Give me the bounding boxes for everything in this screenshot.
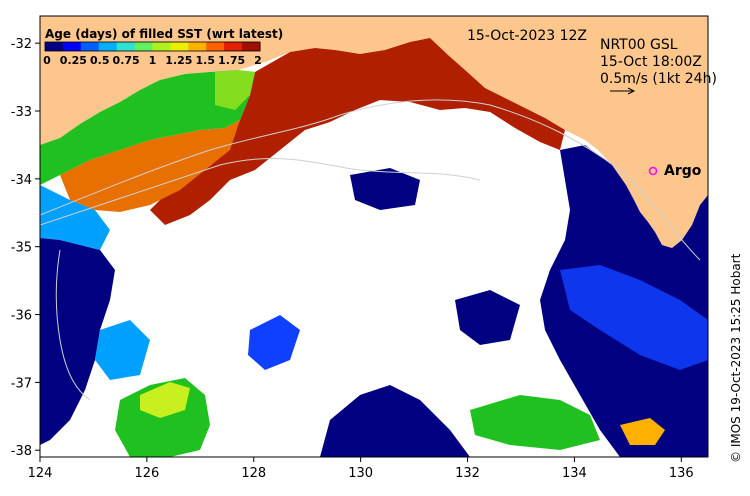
- sst-patch-navy-2: [455, 290, 520, 345]
- colorbar-tick-label: 0.25: [60, 54, 87, 67]
- sst-patch-south-blue: [248, 315, 300, 370]
- x-tick-label: 130: [348, 466, 373, 481]
- sst-patch-sky-west: [95, 320, 150, 380]
- colorbar-swatch: [98, 42, 118, 51]
- colorbar-tick-label: 1.75: [218, 54, 245, 67]
- current-scale-arrowhead-icon: [627, 87, 636, 95]
- y-axis: -32 -33 -34 -35 -36 -37 -38: [11, 37, 40, 459]
- isobath-contour: [40, 99, 701, 261]
- colorbar-swatch: [152, 42, 171, 51]
- plot-frame: [39, 15, 709, 458]
- colorbar-tick-label: 1.25: [165, 54, 192, 67]
- argo-float-marker: [648, 166, 658, 176]
- colorbar-tick-label: 1: [149, 54, 157, 67]
- colorbar-ticks: 0 0.25 0.5 0.75 1 1.25 1.5 1.75 2: [43, 54, 262, 67]
- map-plot-area: [40, 16, 708, 457]
- colorbar-swatch: [188, 42, 207, 51]
- date-label: 15-Oct-2023 12Z: [467, 28, 587, 44]
- current-label-line1: NRT00 GSL: [600, 37, 678, 53]
- sst-age-0-5-band: [40, 185, 110, 250]
- colorbar-tick-label: 0: [43, 54, 51, 67]
- sst-patch-central-navy: [350, 168, 420, 210]
- colorbar-frame: [44, 41, 261, 52]
- sst-patch-south-navy: [320, 385, 470, 457]
- colorbar-tick-label: 0.5: [90, 54, 110, 67]
- sst-age-0-west: [40, 238, 115, 445]
- x-tick-label: 134: [562, 466, 587, 481]
- sst-age-0-east-blue: [560, 265, 708, 370]
- x-tick-label: 136: [669, 466, 694, 481]
- isobath-contour-3: [55, 249, 91, 401]
- current-label-line3: 0.5m/s (1kt 24h): [600, 71, 717, 87]
- colorbar-title: Age (days) of filled SST (wrt latest): [45, 27, 283, 41]
- y-tick-label: -38: [11, 444, 32, 459]
- x-axis: 124 126 128 130 132 134 136: [28, 457, 694, 481]
- colorbar-swatch: [116, 42, 136, 51]
- sst-patch-south-green: [470, 395, 600, 450]
- y-tick-label: -32: [11, 37, 32, 52]
- colorbar-tick-label: 1.5: [196, 54, 216, 67]
- current-legend: NRT00 GSL 15-Oct 18:00Z 0.5m/s (1kt 24h): [600, 37, 717, 95]
- colorbar-tick-label: 2: [254, 54, 262, 67]
- colorbar-swatches: [45, 42, 261, 51]
- sst-age-1-band: [40, 70, 255, 185]
- y-tick-label: -37: [11, 376, 32, 391]
- colorbar-swatch: [62, 42, 82, 51]
- colorbar-swatch: [170, 42, 189, 51]
- colorbar-tick-label: 0.75: [113, 54, 140, 67]
- y-tick-label: -34: [11, 173, 32, 188]
- x-tick-label: 132: [455, 466, 480, 481]
- sst-age-2-band: [150, 38, 565, 225]
- credit-label: © IMOS 19-Oct-2023 15:25 Hobart: [729, 253, 743, 463]
- colorbar-swatch: [134, 42, 153, 51]
- argo-label: Argo: [664, 163, 702, 179]
- x-tick-label: 126: [134, 466, 159, 481]
- sst-patch-southwest-lime: [140, 382, 190, 418]
- colorbar-swatch: [45, 42, 64, 51]
- colorbar-swatch: [206, 42, 225, 51]
- colorbar-swatch: [242, 42, 261, 51]
- y-tick-label: -33: [11, 105, 32, 120]
- colorbar-swatch: [224, 42, 243, 51]
- isobath-contour-2: [40, 158, 481, 226]
- sst-patch-orange-south: [620, 418, 665, 445]
- y-tick-label: -35: [11, 241, 32, 256]
- land-australia: [40, 16, 708, 248]
- y-tick-label: -36: [11, 309, 32, 324]
- x-tick-label: 128: [241, 466, 266, 481]
- sst-age-lime-band: [215, 70, 255, 110]
- x-tick-label: 124: [28, 466, 53, 481]
- colorbar-swatch: [80, 42, 100, 51]
- current-label-line2: 15-Oct 18:00Z: [600, 54, 702, 70]
